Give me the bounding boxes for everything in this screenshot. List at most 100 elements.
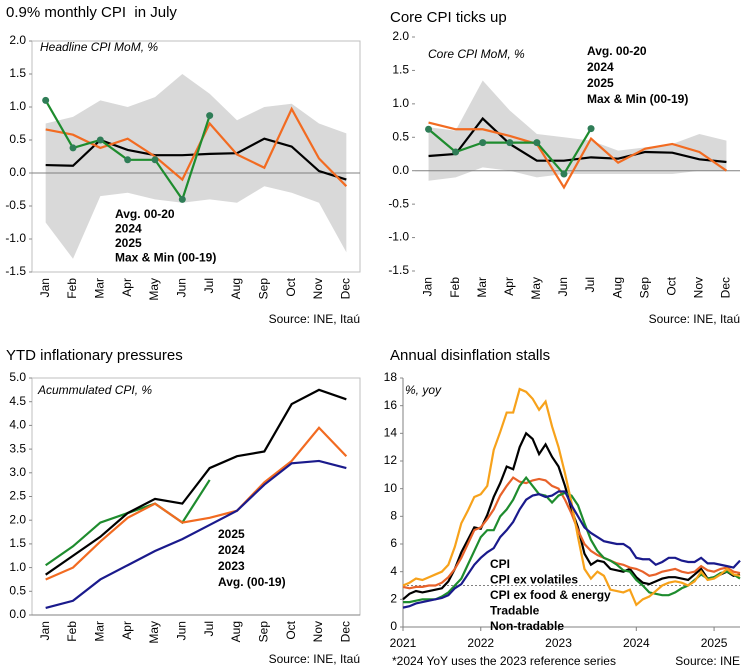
x-tick-label: Dec: [339, 278, 353, 299]
marker: [587, 125, 595, 133]
marker: [452, 148, 460, 156]
chart-title: 0.9% monthly CPI in July: [6, 4, 177, 21]
y-tick-label: 2.0: [392, 29, 409, 43]
series-line: [402, 490, 741, 609]
y-tick-label: 14: [384, 426, 398, 440]
x-tick-label: Sep: [257, 278, 271, 300]
legend-label: Avg. 00-20: [587, 44, 647, 58]
x-tick-label: Jul: [202, 278, 216, 293]
marker: [425, 125, 433, 133]
x-tick-label: Oct: [284, 277, 298, 296]
x-tick-label: Sep: [257, 621, 271, 643]
series-line: [428, 116, 727, 164]
x-tick-label: Sep: [637, 277, 651, 299]
x-tick-label: 2025: [701, 636, 728, 650]
y-tick-label: -1.5: [5, 264, 26, 278]
series-line: [402, 431, 741, 601]
y-tick-label: 16: [384, 398, 398, 412]
legend-label: 2025: [218, 527, 245, 541]
legend-label: Max & Min (00-19): [115, 251, 216, 265]
y-tick-label: -1.0: [5, 231, 26, 245]
x-tick-label: Feb: [65, 278, 79, 299]
marker: [533, 139, 541, 147]
subtitle: Core CPI MoM, %: [428, 47, 525, 61]
x-tick-label: Jul: [202, 621, 216, 636]
subtitle: Acummulated CPI, %: [37, 383, 152, 397]
y-tick-label: 4.5: [9, 394, 26, 408]
chart-title: YTD inflationary pressures: [6, 347, 183, 364]
y-tick-label: 6: [390, 536, 397, 550]
subtitle: %, yoy: [405, 383, 442, 397]
series-line: [45, 106, 348, 187]
marker: [506, 139, 514, 147]
x-tick-label: Apr: [120, 278, 134, 297]
y-tick-label: 0.0: [9, 607, 26, 621]
series-line: [45, 459, 347, 609]
footnote: *2024 YoY uses the 2023 reference series: [392, 654, 616, 668]
y-tick-label: -0.5: [388, 196, 409, 210]
x-tick-label: Apr: [120, 621, 134, 640]
x-tick-label: Jun: [175, 621, 189, 640]
x-tick-label: Jun: [175, 278, 189, 297]
x-tick-label: Aug: [229, 278, 243, 299]
legend-label: 2025: [587, 76, 614, 90]
y-tick-label: 8: [390, 509, 397, 523]
y-tick-label: 12: [384, 453, 398, 467]
y-tick-label: 4.0: [9, 418, 26, 432]
x-tick-label: Apr: [502, 277, 516, 296]
marker: [69, 144, 77, 152]
legend-label: 2024: [115, 222, 142, 236]
marker: [42, 96, 50, 104]
x-tick-label: May: [529, 277, 543, 300]
plot-frame: [31, 40, 361, 273]
x-tick-label: Oct: [284, 620, 298, 639]
x-tick-label: Oct: [664, 276, 678, 295]
subtitle: Headline CPI MoM, %: [40, 40, 158, 54]
marker: [479, 139, 487, 147]
y-tick-label: 0.5: [9, 132, 26, 146]
x-tick-label: Mar: [93, 621, 107, 642]
source: Source: INE, Itaú: [269, 652, 360, 666]
x-tick-label: 2022: [467, 636, 494, 650]
y-tick-label: 4: [390, 564, 397, 578]
y-tick-label: -1.5: [388, 263, 409, 277]
marker: [96, 136, 104, 144]
y-tick-label: 2.0: [9, 512, 26, 526]
range-band: [45, 74, 347, 259]
y-tick-label: 10: [384, 481, 398, 495]
legend-label: Avg. 00-20: [115, 207, 175, 221]
y-tick-label: 1.5: [9, 66, 26, 80]
x-tick-label: Mar: [475, 277, 489, 298]
marker: [151, 156, 159, 164]
marker: [560, 170, 568, 178]
x-tick-label: May: [147, 621, 161, 644]
legend-label: CPI ex food & energy: [490, 588, 611, 602]
legend-label: Avg. (00-19): [218, 575, 286, 589]
x-tick-label: Nov: [692, 277, 706, 298]
y-tick-label: -1.0: [388, 230, 409, 244]
marker: [124, 156, 132, 164]
legend-label: Tradable: [490, 604, 540, 618]
y-tick-label: 1.5: [9, 536, 26, 550]
legend-label: CPI ex volatiles: [490, 573, 578, 587]
series-line: [45, 426, 348, 581]
series-line: [402, 387, 741, 607]
y-tick-label: 1.0: [9, 560, 26, 574]
chart-title: Annual disinflation stalls: [390, 347, 550, 364]
y-tick-label: 2.5: [9, 489, 26, 503]
chart-title: Core CPI ticks up: [390, 9, 507, 26]
legend-label: 2024: [218, 543, 245, 557]
x-tick-label: Feb: [448, 277, 462, 298]
legend-label: 2023: [218, 559, 245, 573]
source: Source: INE, Itaú: [269, 312, 360, 326]
x-tick-label: Nov: [311, 621, 325, 642]
y-tick-label: 0.0: [392, 163, 409, 177]
y-tick-label: 3.0: [9, 465, 26, 479]
legend-label: 2024: [587, 60, 614, 74]
series-line: [402, 476, 741, 590]
series-line: [45, 388, 347, 576]
x-tick-label: Dec: [719, 277, 733, 298]
x-tick-label: 2021: [390, 636, 417, 650]
x-tick-label: Jan: [38, 621, 52, 640]
